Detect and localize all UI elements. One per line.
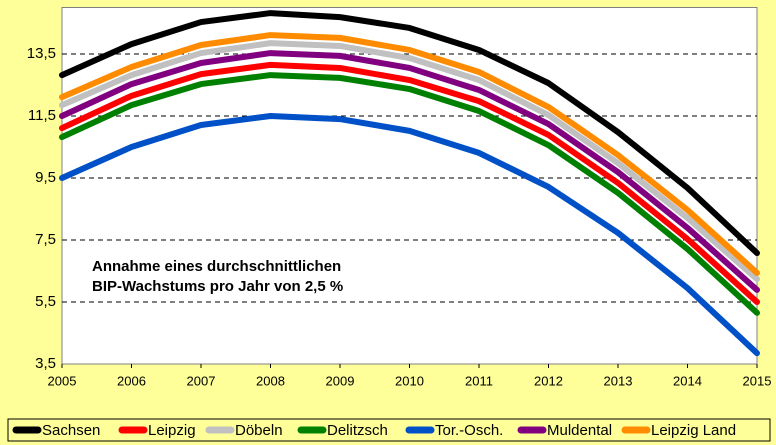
y-tick-label: 13,5 — [27, 45, 56, 62]
legend-label: Leipzig Land — [651, 422, 736, 439]
line — [59, 32, 760, 276]
x-tick-label: 2015 — [743, 373, 772, 388]
annotation: BIP-Wachstums pro Jahr von 2,5 % — [92, 278, 343, 295]
x-tick-label: 2008 — [256, 373, 285, 388]
legend-label: Döbeln — [235, 422, 283, 439]
legend-label: Leipzig — [148, 422, 196, 439]
y-tick-label: 9,5 — [35, 169, 56, 186]
line — [59, 10, 760, 257]
legend-label: Sachsen — [42, 422, 100, 439]
line — [59, 113, 760, 357]
x-tick-label: 2013 — [604, 373, 633, 388]
x-tick-label: 2011 — [465, 373, 493, 388]
x-tick-label: 2005 — [48, 373, 77, 388]
x-tick-label: 2010 — [395, 373, 424, 388]
x-tick-label: 2014 — [673, 373, 702, 388]
y-tick-label: 7,5 — [35, 231, 56, 248]
legend — [7, 418, 771, 442]
x-tick-label: 2007 — [187, 373, 216, 388]
line — [59, 72, 760, 316]
line — [59, 61, 760, 305]
line — [59, 40, 760, 283]
legend-label: Delitzsch — [327, 422, 388, 439]
y-tick-label: 3,5 — [35, 355, 56, 372]
legend-label: Tor.-Osch. — [435, 422, 503, 439]
y-tick-label: 11,5 — [28, 107, 56, 124]
x-tick-label: 2012 — [534, 373, 563, 388]
x-tick-label: 2009 — [326, 373, 355, 388]
line — [59, 50, 760, 293]
y-tick-label: 5,5 — [35, 293, 56, 310]
x-tick-label: 2006 — [117, 373, 146, 388]
legend-label: Muldental — [547, 422, 612, 439]
annotation: Annahme eines durchschnittlichen — [92, 258, 341, 275]
